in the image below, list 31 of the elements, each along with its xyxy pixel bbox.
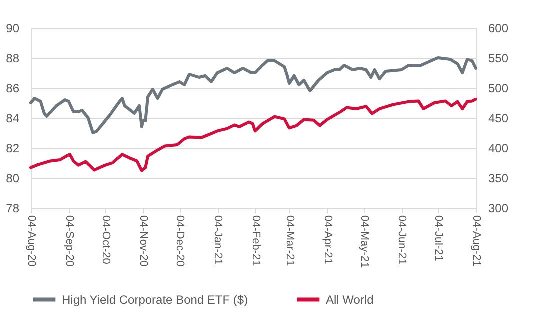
y-tick-label: 90 [6,22,20,36]
line-series [30,98,478,172]
x-tick-label: 04-Aug-20 [26,216,38,267]
y2-tick-label: 450 [488,112,509,126]
y-tick-label: 84 [6,112,20,126]
y-tick-label: 86 [6,82,20,96]
x-tick-label: 04-Jul-21 [432,216,445,262]
x-tick-label: 04-Oct-20 [100,216,112,264]
y-tick-label: 88 [6,52,20,66]
y2-tick-label: 400 [488,142,509,156]
legend-label: High Yield Corporate Bond ETF ($) [62,292,248,307]
x-tick-label: 04-Feb-21 [250,216,262,266]
y-tick-label: 80 [6,172,20,186]
y2-tick-label: 300 [488,202,509,216]
x-tick-label: 04-May-21 [358,216,370,268]
x-tick-label: 04-Jun-21 [396,216,408,266]
x-tick-label: 04-Apr-21 [322,216,334,264]
x-tick-label: 04-Aug-21 [470,216,482,267]
line-series [30,56,478,134]
y2-tick-label: 500 [488,82,509,96]
y-tick-label: 78 [6,202,20,216]
x-tick-label: 04-Sep-20 [63,216,76,267]
y2-tick-label: 350 [488,172,509,186]
y-tick-label: 82 [6,142,20,156]
x-tick-label: 04-Jan-21 [212,216,224,266]
x-tick-label: 04-Mar-21 [284,216,296,266]
x-tick-label: 04-Nov-20 [138,216,150,267]
x-tick-label: 04-Dec-20 [174,216,186,267]
legend-label: All World [326,292,374,307]
y2-tick-label: 550 [488,52,509,66]
y2-tick-label: 600 [488,22,509,36]
